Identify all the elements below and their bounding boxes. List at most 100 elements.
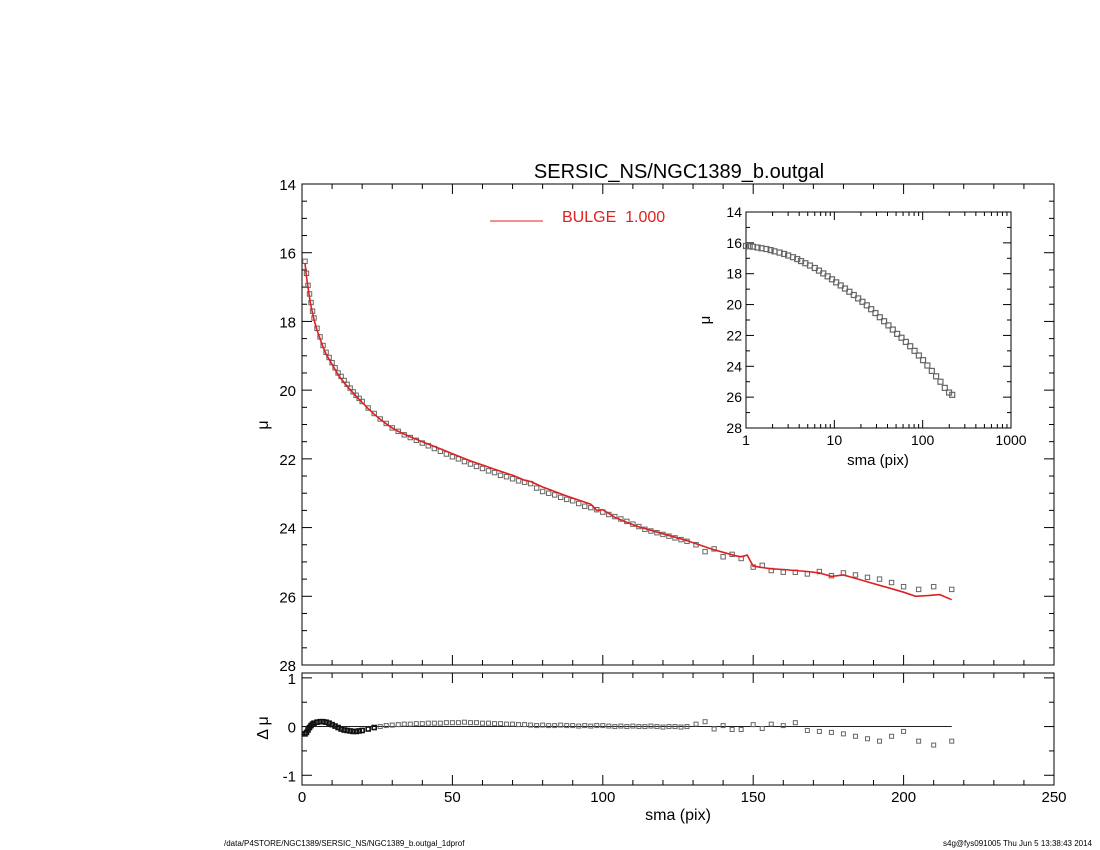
residual-data-point — [729, 726, 735, 732]
inset-data-point — [754, 244, 761, 251]
profile-x-ticks — [301, 184, 1055, 665]
residual-data-point — [510, 721, 516, 727]
residual-data-point — [540, 722, 546, 728]
inset-data-point — [781, 250, 788, 258]
residual-data-point — [949, 738, 955, 744]
inset-x-tick-label: 10 — [827, 432, 843, 448]
residual-data-point — [570, 723, 576, 729]
inset-data-point — [928, 367, 935, 375]
profile-data-point — [900, 583, 907, 590]
residual-data-point — [317, 718, 323, 725]
profile-data-point — [557, 494, 564, 501]
profile-data-point — [533, 485, 540, 491]
residual-data-point — [588, 723, 594, 729]
profile-y-tick-label: 28 — [279, 658, 296, 675]
residual-data-point — [901, 728, 907, 734]
residual-data-point — [552, 723, 558, 729]
residual-data-point — [365, 726, 371, 732]
residual-data-point — [359, 727, 365, 734]
residual-data-point — [413, 721, 419, 727]
residual-x-axis-label: sma (pix) — [645, 807, 711, 824]
inset-y-tick-label: 28 — [726, 420, 742, 436]
inset-y-axis: 14 16 18 20 22 24 26 28 — [726, 204, 1011, 436]
inset-data-points — [742, 242, 956, 398]
residual-data-point — [425, 720, 431, 726]
footer-file-path: /data/P4STORE/NGC1389/SERSIC_NS/NGC1389_… — [224, 839, 465, 848]
residual-data-point — [522, 722, 528, 728]
residual-data-point — [865, 736, 871, 742]
residual-data-point — [389, 722, 395, 728]
residual-data-point — [377, 724, 383, 730]
profile-data-point — [876, 576, 883, 582]
inset-data-point — [763, 245, 770, 253]
inset-data-point — [850, 291, 857, 299]
residual-data-point — [516, 722, 522, 728]
profile-data-point — [545, 490, 552, 496]
profile-data-point — [479, 465, 486, 472]
inset-data-point — [742, 242, 750, 250]
residual-data-point — [320, 718, 326, 725]
residual-data-point — [672, 724, 678, 730]
residual-data-point — [780, 723, 786, 729]
residual-data-point — [630, 723, 636, 729]
inset-data-point — [898, 334, 905, 341]
residual-data-point — [594, 723, 600, 729]
inset-y-tick-label: 16 — [726, 235, 742, 251]
residual-x-tick-label: 50 — [444, 789, 461, 806]
residual-data-point — [341, 727, 347, 733]
inset-data-point — [885, 322, 892, 329]
profile-data-point — [509, 476, 516, 482]
inset-data-point — [894, 330, 901, 337]
residual-data-point — [395, 722, 401, 728]
residual-data-point — [528, 722, 534, 728]
legend-label-bulge: BULGE 1.000 — [562, 209, 665, 226]
residual-data-point — [618, 723, 624, 729]
profile-data-point — [930, 583, 937, 590]
profile-data-point — [888, 579, 895, 586]
profile-data-point — [702, 548, 708, 555]
residual-data-point — [738, 726, 744, 732]
chart-title: SERSIC_NS/NGC1389_b.outgal — [534, 161, 824, 183]
profile-y-axis: 14 16 18 20 22 24 26 28 — [279, 177, 1054, 675]
residual-panel: -101 0 50 100 150 200 250 Δ μ sma (pix) — [255, 671, 1067, 824]
profile-data-point — [780, 569, 786, 575]
profile-data-point — [915, 586, 922, 593]
profile-data-point — [353, 392, 359, 398]
profile-y-tick-label: 24 — [279, 521, 296, 538]
residual-data-point — [419, 721, 425, 727]
footer-timestamp: s4g@fys091005 Thu Jun 5 13:38:43 2014 — [943, 839, 1092, 848]
profile-data-point — [365, 405, 371, 411]
residual-panel-frame — [301, 672, 1055, 786]
residual-data-point — [792, 720, 798, 726]
profile-y-axis-label: μ — [255, 420, 272, 429]
residual-data-point — [437, 720, 443, 726]
inset-y-tick-label: 22 — [726, 327, 742, 343]
residual-data-point — [498, 721, 504, 727]
inset-x-axis: 1 10 100 1000 — [742, 212, 1027, 448]
profile-data-point — [564, 496, 570, 503]
profile-y-tick-label: 20 — [279, 383, 296, 400]
profile-data-point — [582, 503, 588, 509]
residual-y-axis-label: Δ μ — [255, 716, 272, 739]
residual-data-point — [461, 719, 467, 725]
profile-data-point — [539, 488, 546, 495]
inset-data-point — [841, 285, 849, 292]
residual-data-point — [449, 720, 455, 726]
profile-data-point — [356, 395, 362, 402]
residual-x-tick-label: 100 — [590, 789, 615, 806]
profile-data-point — [359, 398, 365, 405]
profile-data-point — [389, 425, 395, 431]
residual-data-point — [582, 723, 588, 729]
residual-data-points — [302, 718, 955, 748]
profile-data-point — [503, 474, 510, 480]
profile-data-point — [491, 469, 498, 476]
inset-x-tick-label: 100 — [911, 432, 935, 448]
profile-data-point — [816, 568, 823, 575]
profile-data-point — [551, 492, 558, 498]
residual-data-point — [816, 728, 822, 734]
inset-data-point — [746, 243, 753, 250]
residual-data-point — [702, 719, 708, 725]
inset-log-panel: 14 16 18 20 22 24 26 28 1 10 100 1000 μ sma (pix) — [697, 204, 1027, 469]
inset-data-point — [876, 314, 883, 321]
